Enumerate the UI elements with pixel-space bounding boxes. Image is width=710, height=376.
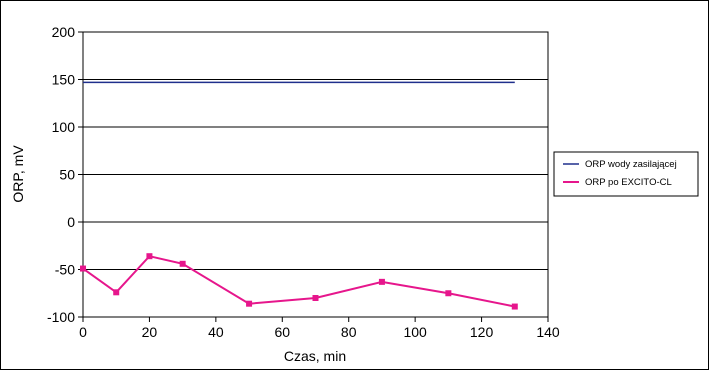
- x-tick-label: 140: [536, 324, 560, 340]
- data-point-series-2: [312, 295, 319, 301]
- x-tick-label: 60: [274, 324, 290, 340]
- legend: ORP wody zasilającej ORP po EXCITO-CL: [553, 151, 699, 197]
- data-point-series-2: [80, 265, 86, 272]
- x-tick-label: 20: [142, 324, 158, 340]
- legend-box: [553, 151, 699, 197]
- x-tick-label: 0: [79, 324, 87, 340]
- x-tick-label: 100: [403, 324, 427, 340]
- y-tick-label: 100: [52, 119, 76, 135]
- y-tick-label: 0: [67, 214, 75, 230]
- data-point-series-2: [113, 289, 120, 296]
- y-tick-label: -100: [47, 309, 75, 325]
- legend-label-series-2: ORP po EXCITO-CL: [585, 177, 672, 188]
- y-tick-label: 50: [59, 167, 75, 183]
- x-tick-label: 120: [470, 324, 494, 340]
- x-tick-label: 40: [208, 324, 224, 340]
- y-axis-title: ORP, mV: [10, 145, 26, 203]
- y-tick-label: -50: [55, 262, 75, 278]
- legend-label-series-1: ORP wody zasilającej: [585, 159, 677, 170]
- x-axis-title: Czas, min: [284, 348, 346, 364]
- data-point-series-2: [246, 300, 253, 307]
- data-point-series-2: [511, 303, 518, 310]
- x-tick-label: 80: [341, 324, 357, 340]
- data-point-series-2: [146, 253, 153, 260]
- data-point-series-2: [445, 290, 452, 297]
- data-point-series-2: [179, 260, 186, 267]
- y-tick-label: 200: [52, 24, 76, 40]
- data-point-series-2: [378, 278, 385, 285]
- y-tick-label: 150: [52, 72, 76, 88]
